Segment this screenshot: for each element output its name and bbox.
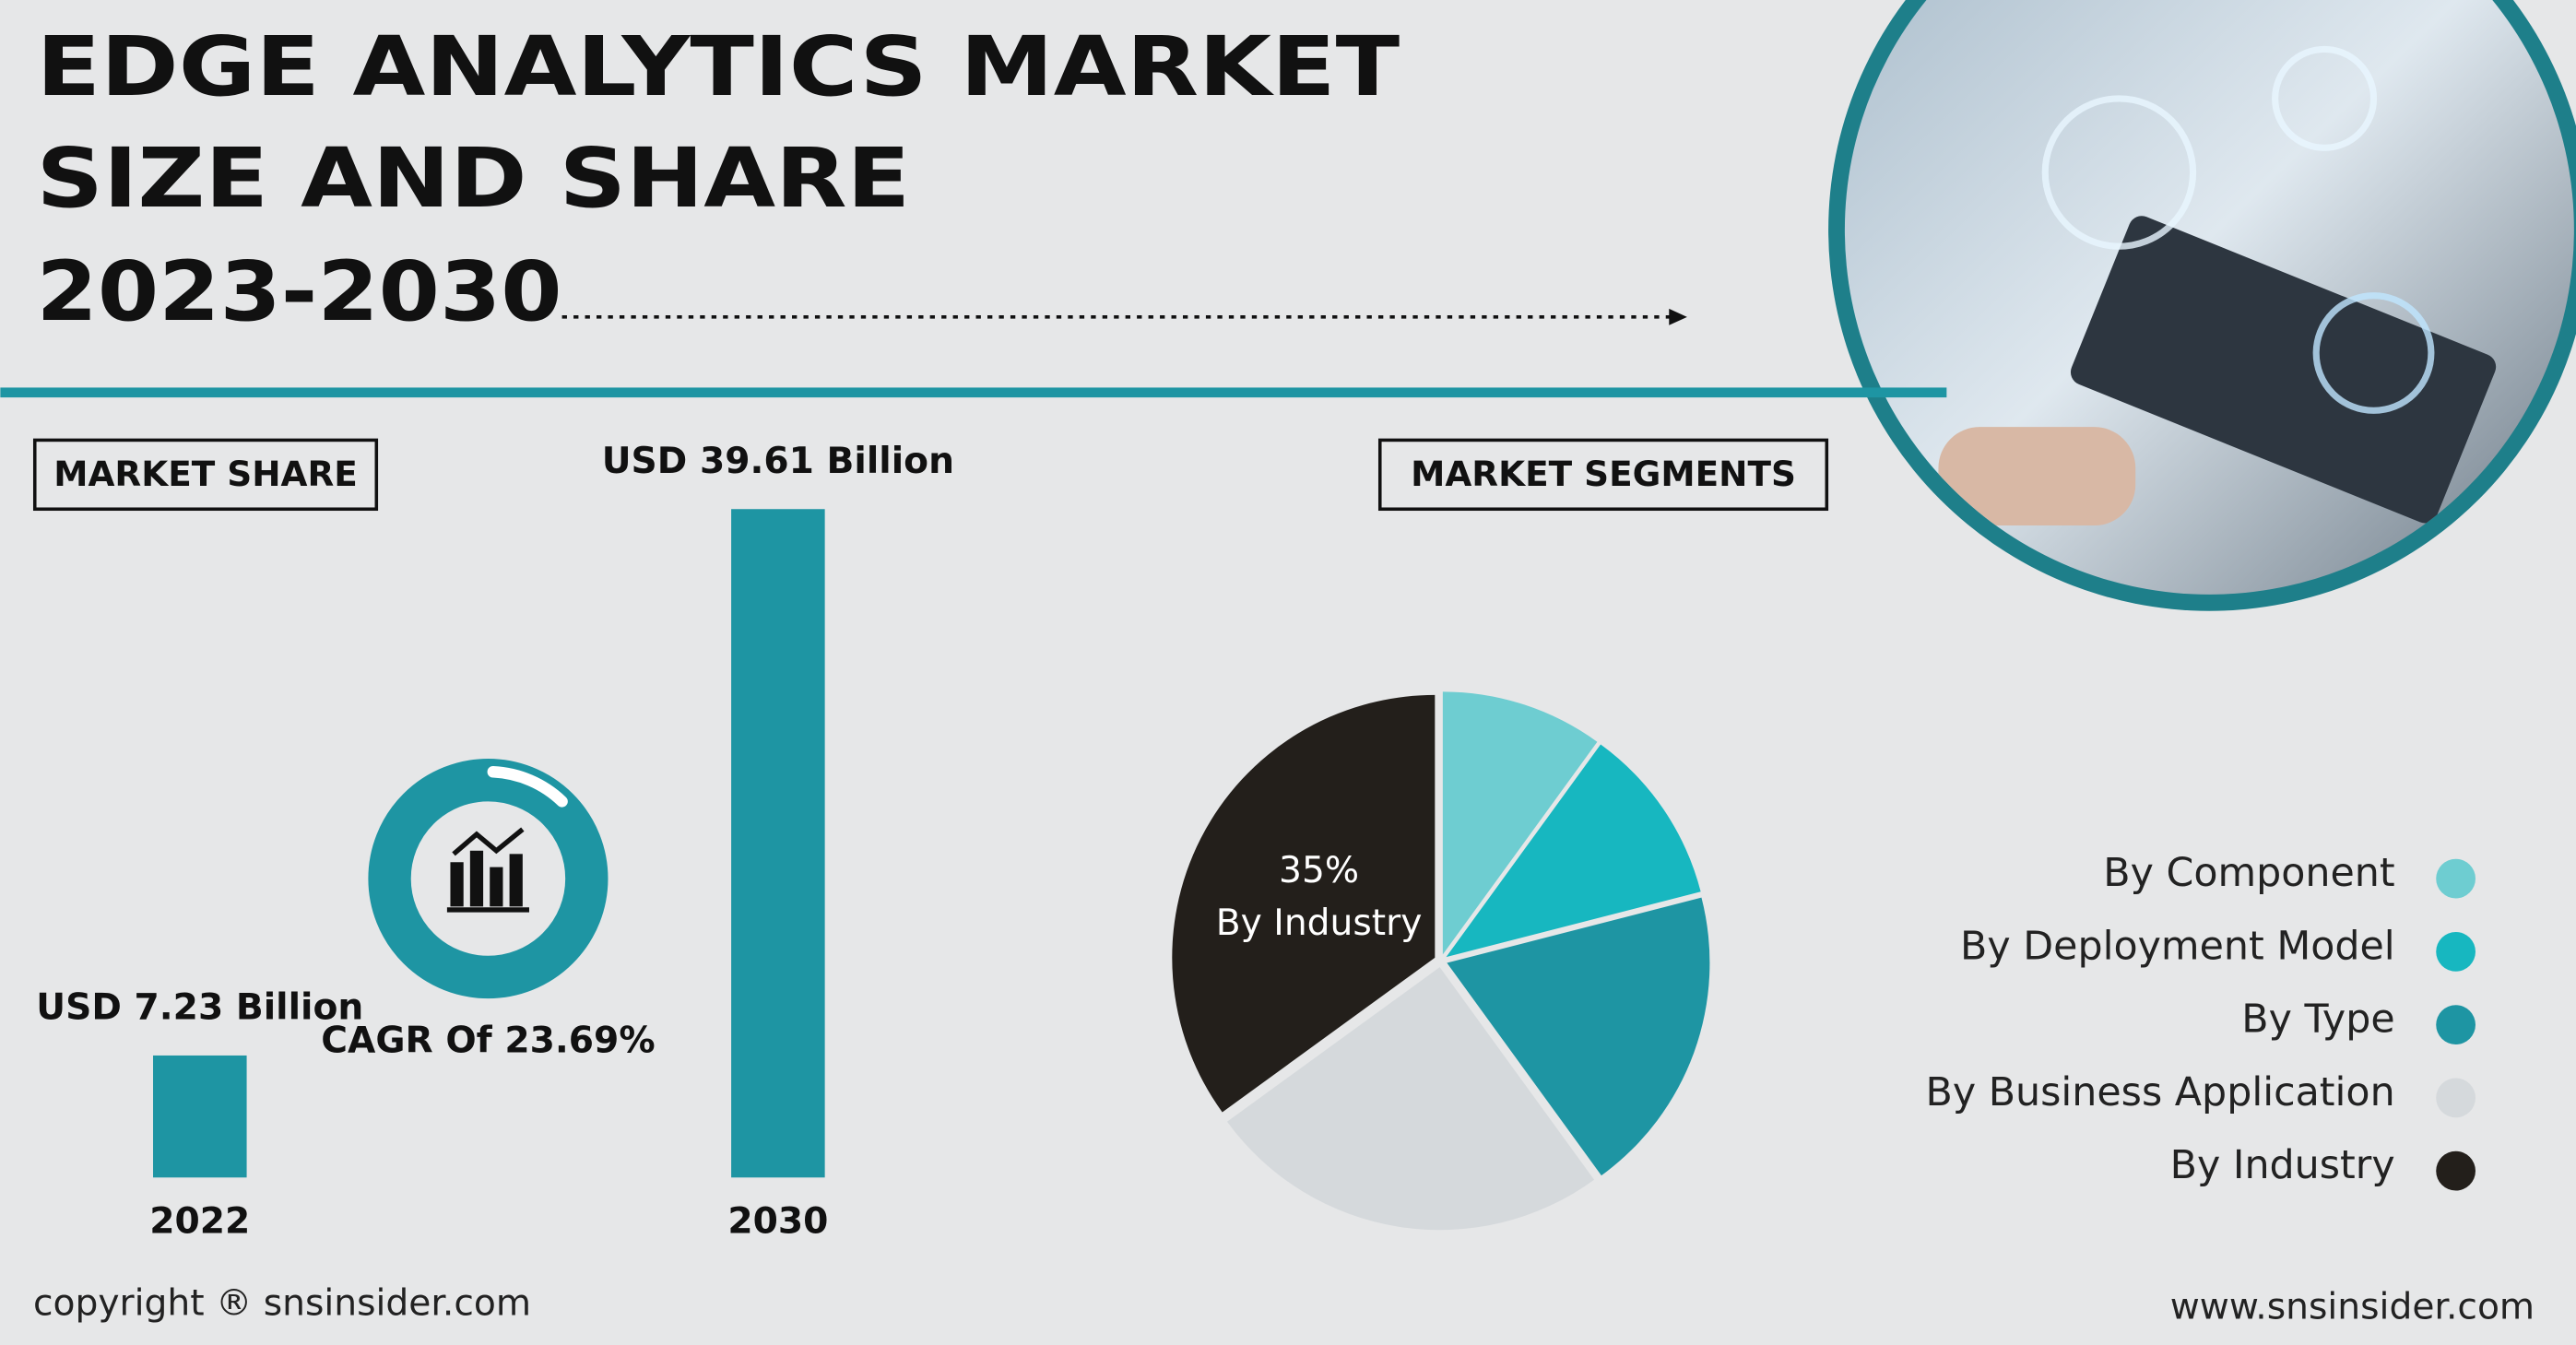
bar (731, 509, 825, 1178)
x-tick-label: 2030 (727, 1201, 828, 1243)
pie-slice (1172, 694, 1436, 1113)
copyright: copyright ® snsinsider.com (33, 1283, 531, 1325)
heading: MARKET SEGMENTS (1411, 454, 1796, 494)
legend-label: By Industry (2170, 1142, 2395, 1188)
title-line: SIZE AND SHARE (37, 131, 911, 227)
photo-hud (2041, 95, 2197, 250)
icon-bar (450, 862, 464, 907)
icon-line (452, 827, 525, 856)
legend-swatch (2436, 931, 2476, 972)
pie-slice (1446, 744, 1701, 958)
legend-swatch (2436, 1005, 2476, 1044)
photo-hud (2312, 292, 2435, 414)
arrow-head (1669, 308, 1687, 325)
divider (0, 387, 1947, 398)
cagr-highlight (487, 766, 568, 808)
pie-slice (1226, 967, 1595, 1231)
legend-label: By Component (2103, 850, 2394, 896)
icon-bar (509, 854, 523, 907)
heading-box (32, 438, 379, 512)
website: www.snsinsider.com (2170, 1286, 2535, 1327)
title-line: EDGE ANALYTICS MARKET (37, 19, 1400, 115)
heading-box (1377, 438, 1829, 512)
heading: MARKET SHARE (53, 454, 358, 494)
photo (1844, 0, 2574, 595)
cagr-label: CAGR Of 23.69% (321, 1021, 655, 1062)
bar (153, 1055, 247, 1178)
icon-bar (469, 850, 484, 907)
slice-category-label: By Industry (1216, 903, 1423, 944)
cagr-icon (446, 827, 529, 913)
photo-laptop (2070, 216, 2497, 524)
photo-hand (1938, 427, 2136, 526)
legend-label: By Type (2241, 997, 2394, 1043)
icon-bar (490, 867, 503, 907)
cagr-ring (368, 759, 609, 999)
value-label: USD 7.23 Billion (36, 987, 363, 1029)
legend-label: By Deployment Model (1960, 923, 2395, 969)
pie-slice (1442, 691, 1598, 955)
legend-swatch (2436, 1150, 2476, 1191)
legend-swatch (2436, 1078, 2476, 1118)
slice-value-label: 35% (1279, 850, 1359, 891)
photo-hud (2272, 45, 2378, 151)
x-tick-label: 2022 (149, 1201, 250, 1243)
pie-slice (1447, 897, 1710, 1176)
legend-label: By Business Application (1926, 1069, 2395, 1115)
title-line: 2023-2030 (37, 244, 562, 340)
value-label: USD 39.61 Billion (602, 441, 954, 482)
legend-swatch (2436, 858, 2476, 899)
